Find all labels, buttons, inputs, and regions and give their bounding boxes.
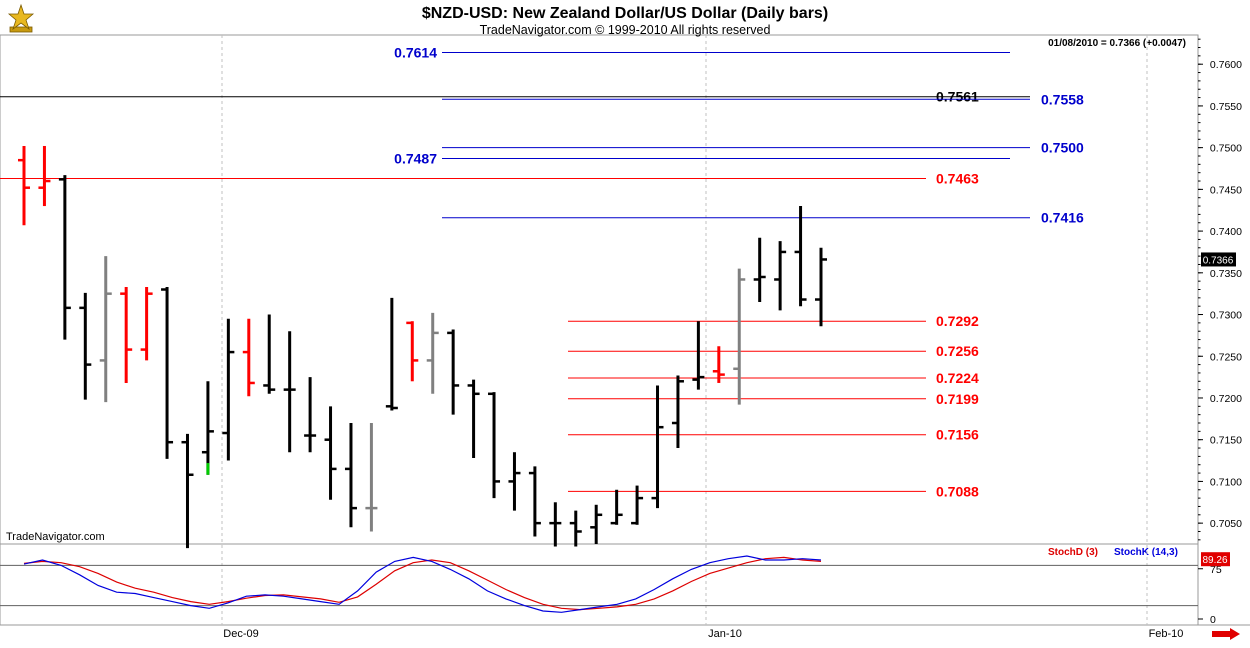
- ohlc-bar: [99, 256, 112, 403]
- stoch-y-tick-label: 75: [1210, 564, 1222, 576]
- y-tick-label: 0.7400: [1210, 226, 1242, 238]
- ohlc-bar: [161, 286, 174, 459]
- level-label: 0.7614: [394, 45, 437, 61]
- ohlc-bar: [590, 504, 603, 544]
- ohlc-bar: [549, 502, 562, 547]
- ohlc-bar: [222, 318, 235, 461]
- trade-navigator-logo-icon: [7, 3, 35, 33]
- price-badge-text: 0.7366: [1203, 255, 1234, 266]
- y-tick-label: 0.7050: [1210, 518, 1242, 530]
- ohlc-bar: [38, 145, 51, 207]
- y-tick-label: 0.7200: [1210, 393, 1242, 405]
- price-panel-frame: [0, 34, 1199, 545]
- level-label: 0.7224: [936, 370, 979, 386]
- ohlc-bar: [58, 175, 71, 340]
- level-label: 0.7500: [1041, 140, 1084, 156]
- ohlc-bar: [324, 406, 337, 500]
- last-quote-text: 01/08/2010 = 0.7366 (+0.0047): [1048, 38, 1186, 49]
- ohlc-bar: [671, 375, 684, 449]
- stoch-series-line: [23, 556, 822, 611]
- ohlc-bar: [283, 331, 296, 453]
- x-tick-label: Feb-10: [1149, 628, 1184, 640]
- y-tick-label: 0.7600: [1210, 59, 1242, 71]
- copyright-text: TradeNavigator.com © 1999-2010 All right…: [480, 23, 771, 37]
- ohlc-bar: [140, 286, 153, 361]
- level-label: 0.7088: [936, 483, 979, 499]
- level-label: 0.7463: [936, 171, 979, 187]
- ohlc-bars-layer: [18, 145, 827, 549]
- axes-layer: Dec-09 Jan-10 Feb-10 0.7050 0.7100 0.7150 0.72…: [223, 38, 1242, 640]
- grid-layer: [221, 35, 1148, 625]
- scroll-arrow-icon[interactable]: [1212, 628, 1240, 640]
- ohlc-bar: [304, 377, 317, 453]
- stoch-badge-box: [1201, 552, 1230, 567]
- y-tick-label: 0.7100: [1210, 476, 1242, 488]
- ohlc-bar: [753, 237, 766, 303]
- ohlc-bar: [610, 489, 623, 525]
- y-tick-label: 0.7500: [1210, 143, 1242, 155]
- y-tick-label: 0.7250: [1210, 351, 1242, 363]
- ohlc-bar: [263, 314, 276, 394]
- legend-stoch-k: StochK (14,3): [1114, 547, 1178, 558]
- ohlc-bar: [569, 510, 582, 547]
- ohlc-bar: [651, 385, 664, 509]
- level-label: 0.7487: [394, 150, 437, 166]
- ohlc-bar: [733, 268, 746, 405]
- y-tick-label: 0.7300: [1210, 310, 1242, 322]
- ohlc-bar: [426, 312, 439, 394]
- ohlc-bar: [385, 297, 398, 411]
- ohlc-bar: [794, 206, 807, 307]
- level-label: 0.7416: [1041, 210, 1084, 226]
- ohlc-bar: [79, 292, 92, 400]
- ohlc-bar: [201, 381, 214, 475]
- y-tick-label: 0.7150: [1210, 435, 1242, 447]
- ohlc-bar: [488, 392, 501, 499]
- stochastic-layer: [0, 555, 1198, 613]
- ohlc-bar: [365, 423, 378, 532]
- y-tick-label: 0.7450: [1210, 184, 1242, 196]
- ohlc-bar: [242, 318, 255, 397]
- ohlc-bar: [815, 247, 827, 327]
- ohlc-bar: [631, 485, 644, 525]
- chart-title: $NZD-USD: New Zealand Dollar/US Dollar (…: [422, 5, 828, 22]
- ohlc-bar: [692, 321, 705, 390]
- stoch-badge-text: 89.26: [1202, 555, 1227, 566]
- ohlc-bar: [508, 452, 521, 511]
- ohlc-bar: [447, 329, 460, 415]
- stoch-series-line: [23, 555, 822, 613]
- level-label: 0.7199: [936, 391, 979, 407]
- ohlc-bar: [774, 241, 787, 311]
- x-tick-label: Jan-10: [708, 628, 742, 640]
- level-label: 0.7558: [1041, 91, 1084, 107]
- price-badge-box: [1201, 252, 1236, 267]
- stoch-y-tick-label: 0: [1210, 614, 1216, 626]
- ohlc-bar: [712, 346, 725, 383]
- x-tick-label: Dec-09: [223, 628, 258, 640]
- level-label: 0.7156: [936, 427, 979, 443]
- watermark-text: TradeNavigator.com: [6, 531, 105, 543]
- stoch-panel-frame: [0, 543, 1199, 626]
- ohlc-bar: [528, 466, 541, 537]
- ohlc-bar: [406, 321, 419, 382]
- y-tick-label: 0.7350: [1210, 268, 1242, 280]
- legend-stoch-d: StochD (3): [1048, 547, 1098, 558]
- ohlc-bar: [120, 286, 133, 383]
- level-label: 0.7292: [936, 313, 979, 329]
- level-label: 0.7256: [936, 343, 979, 359]
- level-label: 0.7561: [936, 89, 979, 105]
- ohlc-bar: [344, 423, 357, 528]
- ohlc-bar: [467, 379, 480, 459]
- level-lines-layer: 0.7614 0.7561 0.7558 0.7500 0.7487 0.7463 0.74…: [0, 45, 1084, 499]
- ohlc-bar: [18, 145, 30, 226]
- y-tick-label: 0.7550: [1210, 101, 1242, 113]
- ohlc-bar: [181, 433, 194, 549]
